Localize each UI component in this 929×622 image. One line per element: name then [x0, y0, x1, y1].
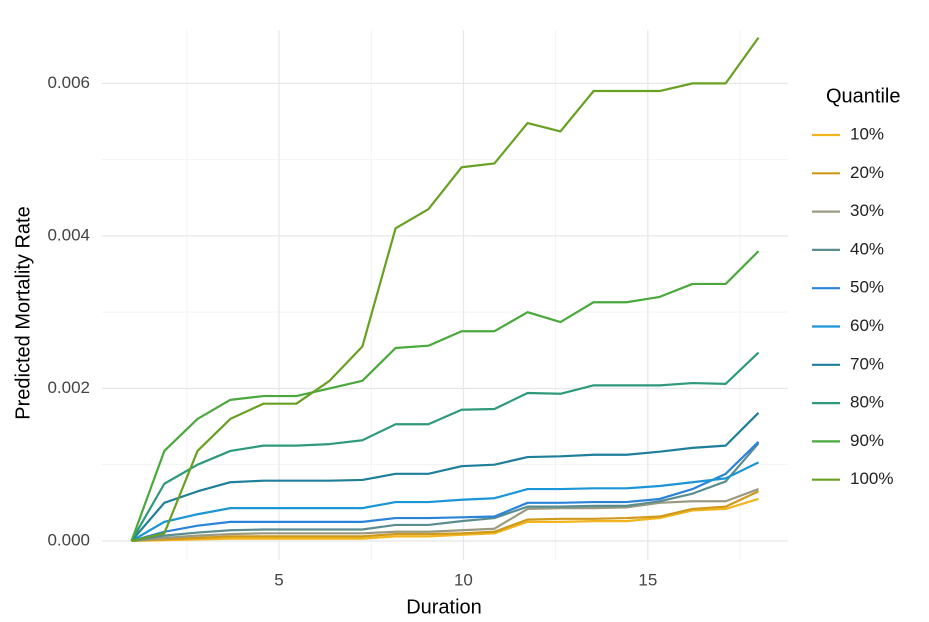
legend-label: 80% [850, 393, 884, 412]
series-line [131, 441, 760, 542]
y-axis-title: Predicted Mortality Rate [12, 206, 34, 419]
series-line [131, 36, 760, 543]
legend-label: 30% [850, 201, 884, 220]
legend-label: 100% [850, 469, 893, 488]
y-tick-label: 0.006 [47, 73, 90, 92]
series-line [130, 250, 760, 542]
legend-label: 20% [850, 163, 884, 182]
series-line [131, 442, 760, 543]
x-axis-title: Duration [406, 596, 482, 618]
series-line [130, 412, 760, 542]
x-tick-label: 15 [638, 570, 657, 589]
legend-title: Quantile [826, 85, 901, 107]
legend-label: 10% [850, 124, 884, 143]
y-tick-label: 0.000 [47, 530, 90, 549]
legend-label: 90% [850, 431, 884, 450]
x-tick-label: 5 [274, 570, 283, 589]
legend-label: 60% [850, 316, 884, 335]
y-tick-label: 0.004 [47, 225, 90, 244]
legend-label: 40% [850, 239, 884, 258]
x-tick-label: 10 [454, 570, 473, 589]
series-line [131, 490, 759, 543]
series-line [130, 461, 759, 542]
series-line [130, 351, 760, 542]
legend-label: 50% [850, 278, 884, 297]
grid [102, 30, 788, 560]
series-line [131, 497, 759, 543]
y-tick-label: 0.002 [47, 378, 90, 397]
legend-label: 70% [850, 354, 884, 373]
series-line [131, 488, 759, 543]
